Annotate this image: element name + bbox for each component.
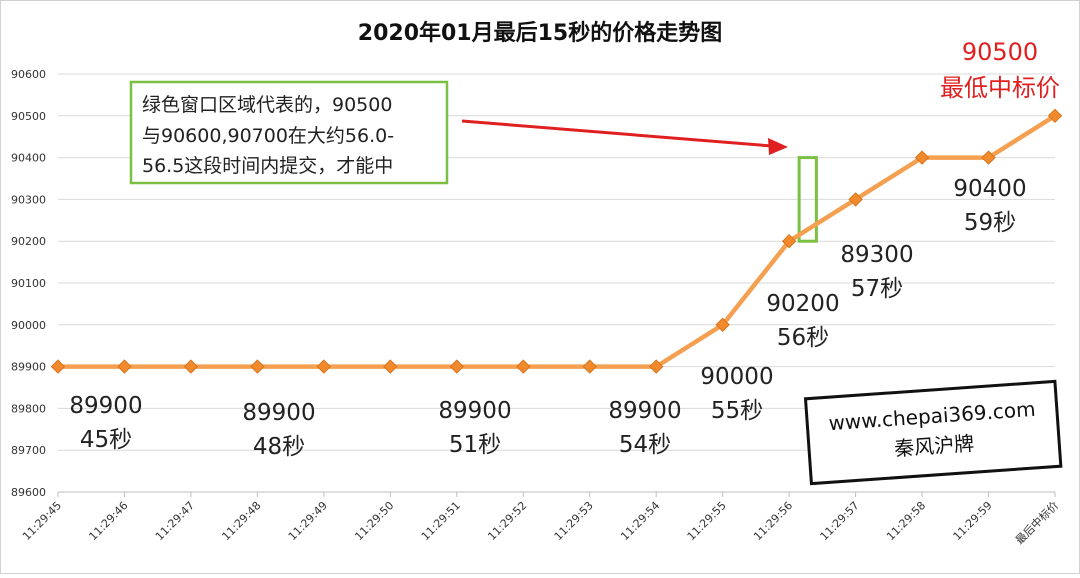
green-submit-window bbox=[797, 156, 818, 243]
series-line bbox=[58, 113, 1057, 369]
data-point bbox=[914, 150, 930, 165]
note-box: 绿色窗口区域代表的，90500 与90600,90700在大约56.0- 56.… bbox=[129, 80, 449, 185]
data-point bbox=[516, 359, 531, 374]
watermark-stamp: www.chepai369.com 秦风沪牌 bbox=[803, 379, 1063, 486]
annotation-price: 90000 bbox=[700, 364, 773, 390]
arrow-head bbox=[768, 138, 788, 155]
y-tick-label: 90300 bbox=[11, 193, 46, 206]
y-tick-label: 89700 bbox=[11, 444, 46, 457]
annotation-price: 89300 bbox=[840, 242, 913, 268]
data-point bbox=[250, 359, 265, 374]
y-tick-label: 90100 bbox=[11, 277, 46, 290]
point-annotations: 89900 45秒 89900 48秒 89900 51秒 89900 54秒 90000 55秒… bbox=[69, 176, 1026, 460]
y-tick-label: 90200 bbox=[11, 235, 46, 248]
data-point bbox=[316, 359, 332, 374]
data-point bbox=[383, 359, 398, 374]
final-price-label: 最低中标价 bbox=[940, 74, 1060, 102]
annotation-seconds: 51秒 bbox=[449, 432, 501, 458]
annotation-price: 90400 bbox=[953, 176, 1026, 202]
y-tick-label: 90600 bbox=[11, 68, 46, 81]
annotation-seconds: 57秒 bbox=[851, 276, 903, 302]
annotation-price: 90200 bbox=[766, 291, 839, 317]
note-line-2: 与90600,90700在大约56.0- bbox=[142, 125, 394, 147]
chart-title: 2020年01月最后15秒的价格走势图 bbox=[358, 20, 722, 46]
data-point bbox=[648, 359, 664, 374]
watermark-frame bbox=[803, 379, 1063, 486]
y-tick-label: 90500 bbox=[11, 110, 46, 123]
annotation-seconds: 54秒 bbox=[619, 432, 671, 458]
note-box-frame bbox=[129, 80, 449, 185]
data-point bbox=[1047, 108, 1063, 124]
data-markers bbox=[50, 108, 1063, 374]
annotation-price: 89900 bbox=[69, 393, 142, 419]
y-tick-label: 90400 bbox=[11, 152, 46, 165]
y-axis-tick-labels: 89600 89700 89800 89900 90000 90100 90200 90300… bbox=[11, 68, 46, 499]
annotation-price: 89900 bbox=[438, 398, 511, 424]
annotation-seconds: 59秒 bbox=[964, 210, 1016, 236]
note-line-3: 56.5这段时间内提交，才能中 bbox=[142, 155, 393, 177]
annotation-price: 89900 bbox=[608, 398, 681, 424]
y-tick-label: 90000 bbox=[11, 319, 46, 332]
y-tick-label: 89600 bbox=[11, 486, 46, 499]
final-price-value: 90500 bbox=[962, 38, 1038, 66]
data-point bbox=[781, 233, 797, 249]
data-point bbox=[981, 150, 996, 165]
y-tick-label: 89900 bbox=[11, 361, 46, 374]
data-point bbox=[183, 359, 199, 374]
data-point bbox=[50, 359, 66, 374]
annotation-seconds: 45秒 bbox=[80, 427, 132, 453]
annotation-seconds: 55秒 bbox=[711, 398, 763, 424]
final-price-callout: 90500 最低中标价 bbox=[940, 38, 1060, 102]
watermark-name: 秦风沪牌 bbox=[893, 431, 974, 461]
y-tick-label: 89800 bbox=[11, 402, 46, 415]
pointer-arrow bbox=[461, 119, 788, 155]
data-point bbox=[449, 359, 465, 374]
arrow-shaft bbox=[461, 119, 773, 148]
annotation-seconds: 56秒 bbox=[777, 325, 829, 351]
data-point bbox=[715, 317, 730, 333]
annotation-seconds: 48秒 bbox=[253, 434, 305, 460]
data-point bbox=[117, 359, 132, 374]
note-line-1: 绿色窗口区域代表的，90500 bbox=[142, 94, 392, 116]
annotation-price: 89900 bbox=[242, 400, 315, 426]
data-point bbox=[582, 359, 597, 374]
data-point bbox=[848, 192, 863, 207]
